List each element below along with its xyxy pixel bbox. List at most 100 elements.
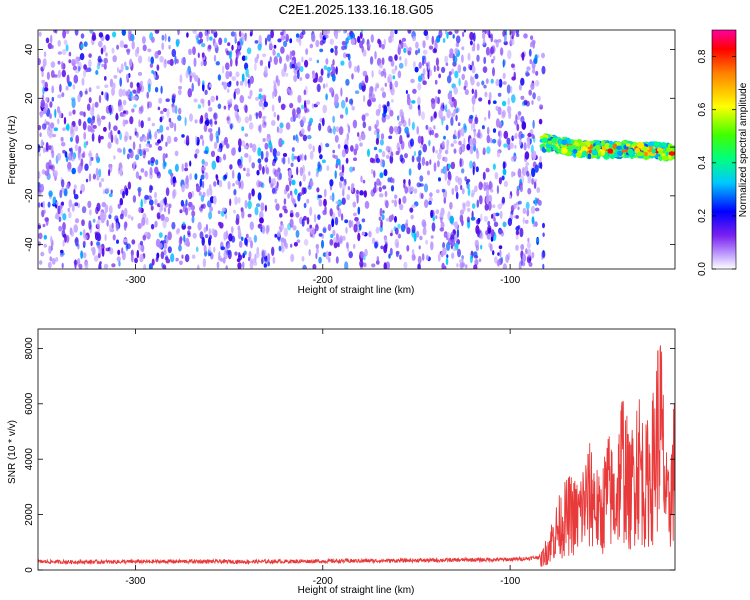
spectrogram-cell bbox=[376, 178, 381, 186]
spectrogram-cell bbox=[271, 161, 276, 167]
spectrogram-cell bbox=[93, 255, 99, 262]
spectrogram-cell bbox=[428, 197, 433, 202]
spectrogram-cell bbox=[213, 141, 218, 150]
spectrogram-cell bbox=[71, 58, 76, 64]
spectrogram-cell bbox=[217, 103, 222, 110]
spectrogram-cell bbox=[187, 191, 193, 200]
spectrogram-cell bbox=[65, 44, 69, 52]
spectrogram-cell bbox=[235, 87, 241, 95]
signal-cell bbox=[600, 140, 606, 146]
spectrogram-cell bbox=[421, 253, 425, 261]
spectrogram-cell bbox=[220, 246, 225, 251]
spectrogram-cell bbox=[194, 173, 198, 181]
spectrogram-cell bbox=[96, 241, 100, 246]
spectrogram-cell bbox=[426, 170, 431, 176]
spectrogram-cell bbox=[92, 173, 96, 180]
spectrogram-cell bbox=[102, 189, 106, 195]
spectrogram-cell bbox=[417, 255, 422, 265]
spectrogram-cell bbox=[61, 201, 64, 206]
spectrogram-cell bbox=[217, 148, 221, 153]
spectrogram-cell bbox=[51, 85, 55, 94]
spectrogram-cell bbox=[360, 30, 364, 35]
spectrogram-cell bbox=[207, 99, 211, 107]
spectrogram-cell bbox=[334, 135, 339, 143]
spectrogram-cell bbox=[58, 110, 62, 119]
spectrogram-cell bbox=[189, 75, 192, 83]
spectrogram-cell bbox=[503, 143, 508, 148]
spectrogram-cell bbox=[97, 61, 101, 66]
spectrogram-cell bbox=[62, 222, 66, 231]
spectrogram-cell bbox=[455, 191, 459, 200]
spectrogram-cell bbox=[116, 256, 121, 262]
spectrogram-cell bbox=[321, 159, 326, 164]
spectrogram-cell bbox=[230, 226, 234, 234]
spectrogram-cell bbox=[83, 234, 88, 241]
spectrogram-cell bbox=[452, 247, 457, 252]
spectrogram-cell bbox=[361, 80, 365, 86]
spectrogram-cell bbox=[398, 198, 402, 205]
spectrogram-cell bbox=[466, 182, 470, 190]
spectrogram-cell bbox=[532, 150, 537, 160]
spectrogram-cell bbox=[92, 124, 97, 129]
spectrogram-cell bbox=[98, 58, 103, 63]
spectrogram-cell bbox=[497, 203, 503, 210]
spectrogram-cell bbox=[413, 151, 416, 157]
signal-cell bbox=[591, 149, 598, 156]
spectrogram-cell bbox=[375, 109, 381, 117]
spectrogram-cell bbox=[319, 48, 324, 53]
spectrogram-cell bbox=[74, 125, 79, 132]
spectrogram-cell bbox=[332, 125, 336, 135]
spectrogram-cell bbox=[38, 31, 42, 37]
spectrogram-cell bbox=[119, 40, 125, 48]
spectrogram-cell bbox=[384, 82, 387, 87]
spectrogram-cell bbox=[344, 219, 349, 224]
spectrogram-cell bbox=[78, 66, 81, 72]
spectrogram-cell bbox=[318, 122, 322, 132]
spectrogram-cell bbox=[264, 255, 268, 263]
spectrogram-cell bbox=[325, 250, 330, 260]
spectrogram-cell bbox=[453, 140, 457, 144]
spectrogram-cell bbox=[231, 147, 236, 156]
spectrogram-cell bbox=[238, 30, 242, 38]
spectrogram-cell bbox=[84, 163, 89, 171]
spectrogram-cell bbox=[502, 221, 507, 228]
spectrogram-cell bbox=[506, 137, 511, 145]
spectrogram-cell bbox=[341, 45, 346, 51]
spectrogram-cell bbox=[185, 237, 190, 247]
spectrogram-cell bbox=[241, 32, 245, 42]
spectrogram-cell bbox=[231, 169, 235, 179]
spectrogram-cell bbox=[430, 235, 434, 239]
spectrogram-cell bbox=[480, 213, 483, 222]
spectrogram-cell bbox=[73, 188, 76, 196]
spectrogram-cell bbox=[381, 43, 385, 50]
spectrogram-cell bbox=[78, 263, 83, 269]
spectrogram-cell bbox=[432, 145, 435, 153]
spectrogram-cell bbox=[232, 183, 235, 187]
spectrogram-cell bbox=[296, 107, 301, 115]
spectrogram-cell bbox=[171, 221, 176, 230]
spectrogram-cell bbox=[327, 125, 332, 133]
signal-cell bbox=[612, 143, 618, 150]
spectrogram-cell bbox=[346, 194, 351, 201]
spectrogram-cell bbox=[534, 221, 538, 227]
spectrogram-cell bbox=[82, 252, 87, 259]
spectrogram-cell bbox=[181, 57, 186, 65]
spectrogram-cell bbox=[225, 143, 229, 149]
spectrogram-cell bbox=[96, 114, 100, 122]
spectrogram-cell bbox=[103, 57, 108, 64]
spectrogram-cell bbox=[159, 200, 164, 208]
spectrogram-frame bbox=[37, 29, 676, 270]
spectrogram-cell bbox=[112, 82, 116, 90]
spectrogram-cell bbox=[291, 147, 295, 152]
spectrogram-cell bbox=[117, 130, 121, 135]
spectrogram-cell bbox=[417, 48, 421, 54]
spectrogram-cell bbox=[206, 32, 209, 42]
spectrogram-cell bbox=[528, 89, 532, 96]
spectrogram-cell bbox=[327, 224, 332, 231]
spectrogram-cell bbox=[42, 200, 45, 209]
spectrogram-cell bbox=[533, 180, 537, 189]
spectrogram-cell bbox=[312, 263, 317, 269]
signal-cell bbox=[553, 146, 558, 151]
spectrogram-cell bbox=[146, 91, 149, 99]
spectrogram-cell bbox=[523, 99, 528, 106]
